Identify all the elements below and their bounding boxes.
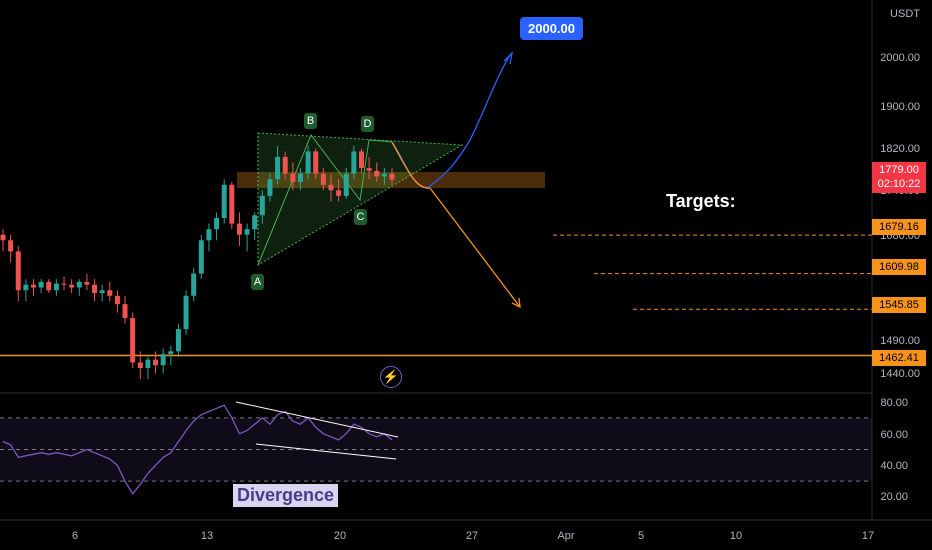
candle-body [198,240,204,274]
candle-body [267,179,273,196]
candle-body [130,318,136,363]
price-axis-label: 1820.00 [880,143,920,155]
divergence-label: Divergence [233,484,339,507]
candle-body [290,173,296,182]
candle-body [343,173,349,196]
last-price-tag: 1779.00 02:10:22 [872,162,926,193]
candle-body [183,295,189,330]
candle-body [381,173,387,177]
candle-body [99,290,105,294]
bearish-retest-curve [391,141,431,189]
candle-body [8,240,14,252]
candle-body [69,284,75,288]
candle-body [336,190,342,196]
candle-body [38,281,44,288]
time-axis-label: 17 [861,530,875,542]
pattern-point-a: A [251,274,264,290]
pattern-point-d: D [361,116,374,132]
lightning-icon[interactable]: ⚡ [380,366,402,388]
rsi-upper-trendline [235,401,399,438]
candle-body [15,251,21,291]
candle-body [23,284,29,291]
currency-label: USDT [890,8,920,20]
candle-body [313,151,319,174]
time-axis-label: 5 [637,530,645,542]
rsi-axis-label: 20.00 [880,491,908,503]
candle-body [206,229,212,241]
price-axis-label: 1440.00 [880,368,920,380]
bullish-projection-arrow [503,51,514,65]
targets-label: Targets: [666,191,736,211]
pattern-point-b: B [304,113,317,129]
candle-body [61,283,67,285]
target-tag-3: 1545.85 [872,297,926,313]
candle-body [221,184,227,219]
bar-countdown: 02:10:22 [877,178,921,190]
candle-body [366,168,372,171]
price-axis-label: 2000.00 [880,52,920,64]
target-tag-2: 1609.98 [872,259,926,275]
candle-body [305,151,311,174]
candle-body [168,351,174,355]
candle-body [137,362,143,368]
candle-body [46,281,52,291]
rsi-axis-label: 80.00 [880,397,908,409]
bearish-projection-line [429,187,521,308]
resistance-zone [237,172,545,188]
candle-body [389,173,395,180]
candle-body [328,184,334,191]
rsi-lower-trendline [255,443,397,460]
price-axis-label: 1900.00 [880,101,920,113]
rsi-line [2,404,393,495]
candle-body [84,281,90,285]
time-axis-label: 6 [71,530,79,542]
time-axis-label: Apr [557,530,575,542]
bearish-projection-arrow [511,297,521,309]
target-tag-1: 1679.16 [872,219,926,235]
candle-body [297,173,303,182]
time-axis-label: 20 [333,530,347,542]
candle-body [259,195,265,216]
candle-body [351,151,357,174]
candle-body [0,234,6,241]
candle-body [92,284,98,294]
rsi-axis-label: 40.00 [880,460,908,472]
candle-body [53,283,59,291]
candle-body [122,304,128,319]
candle-body [114,295,120,305]
candle-body [214,218,220,230]
candle-body [236,223,242,235]
time-axis-label: 13 [200,530,214,542]
candle-body [282,156,288,174]
candle-body [107,290,113,296]
candle-body [31,284,37,288]
candle-body [76,281,82,288]
support-tag: 1462.41 [872,350,926,366]
time-axis-label: 10 [729,530,743,542]
candle-body [160,354,166,366]
candle-body [175,329,181,352]
candle-body [229,184,235,224]
candle-body [358,151,364,169]
candle-body [275,156,281,180]
projection-target-bubble[interactable]: 2000.00 [520,17,583,40]
candle-body [374,170,380,177]
candle-body [191,273,197,296]
candle-body [153,359,159,366]
price-axis-label: 1490.00 [880,335,920,347]
candle-body [252,215,258,230]
last-price-value: 1779.00 [879,164,919,176]
pattern-point-c: C [354,209,367,225]
candle-body [145,359,151,368]
rsi-axis-label: 60.00 [880,429,908,441]
candle-body [320,173,326,185]
time-axis-label: 27 [465,530,479,542]
candle-body [244,229,250,235]
